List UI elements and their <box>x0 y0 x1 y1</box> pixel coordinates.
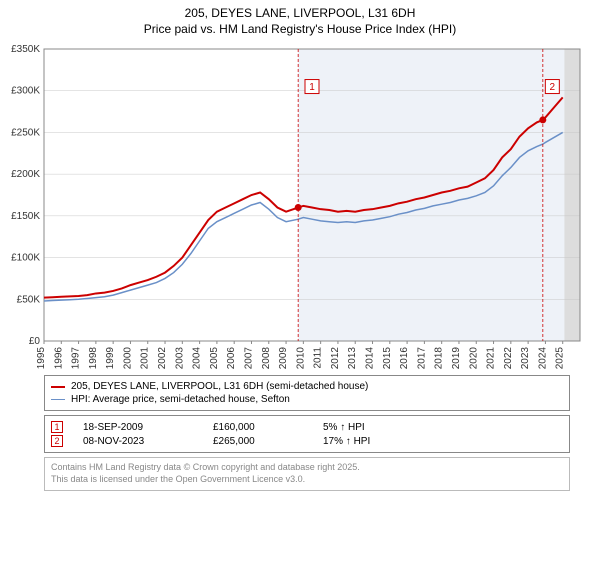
svg-text:2016: 2016 <box>399 347 410 370</box>
chart-title: 205, DEYES LANE, LIVERPOOL, L31 6DH Pric… <box>0 6 600 37</box>
legend-item: HPI: Average price, semi-detached house,… <box>51 393 563 406</box>
title-line2: Price paid vs. HM Land Registry's House … <box>144 22 456 36</box>
svg-text:1999: 1999 <box>105 347 116 370</box>
legend-item: 205, DEYES LANE, LIVERPOOL, L31 6DH (sem… <box>51 380 563 393</box>
svg-text:2018: 2018 <box>434 347 445 370</box>
svg-text:1997: 1997 <box>71 347 82 370</box>
marker-label-2: 2 <box>550 82 556 93</box>
annotation-price: £265,000 <box>213 436 303 447</box>
svg-text:2021: 2021 <box>486 347 497 370</box>
svg-text:2019: 2019 <box>451 347 462 370</box>
svg-text:2000: 2000 <box>122 347 133 370</box>
svg-text:2002: 2002 <box>157 347 168 370</box>
svg-text:£200K: £200K <box>11 169 40 180</box>
svg-text:2011: 2011 <box>313 347 324 369</box>
svg-text:2005: 2005 <box>209 347 220 370</box>
line-chart: £0 £50K £100K £150K £200K £250K £300K £350K 1995… <box>0 41 600 371</box>
title-line1: 205, DEYES LANE, LIVERPOOL, L31 6DH <box>185 6 416 20</box>
svg-text:2013: 2013 <box>347 347 358 370</box>
svg-text:2024: 2024 <box>537 347 548 370</box>
svg-text:2008: 2008 <box>261 347 272 370</box>
annotation-table: 1 18-SEP-2009 £160,000 5% ↑ HPI 2 08-NOV-2023… <box>44 415 570 453</box>
annotation-price: £160,000 <box>213 422 303 433</box>
annotation-date: 08-NOV-2023 <box>83 436 193 447</box>
svg-text:2015: 2015 <box>382 347 393 370</box>
svg-text:1995: 1995 <box>36 347 47 370</box>
legend: 205, DEYES LANE, LIVERPOOL, L31 6DH (sem… <box>44 375 570 411</box>
svg-text:2023: 2023 <box>520 347 531 370</box>
svg-text:2012: 2012 <box>330 347 341 370</box>
legend-swatch <box>51 399 65 400</box>
svg-text:£50K: £50K <box>17 294 41 305</box>
legend-label: HPI: Average price, semi-detached house,… <box>71 394 290 405</box>
svg-text:£100K: £100K <box>11 253 40 264</box>
svg-text:2001: 2001 <box>140 347 151 370</box>
svg-text:£250K: £250K <box>11 128 40 139</box>
credits: Contains HM Land Registry data © Crown c… <box>44 457 570 490</box>
svg-text:2009: 2009 <box>278 347 289 370</box>
svg-text:2007: 2007 <box>243 347 254 370</box>
svg-text:2003: 2003 <box>174 347 185 370</box>
svg-text:2014: 2014 <box>365 347 376 370</box>
svg-text:2017: 2017 <box>416 347 427 370</box>
credit-line2: This data is licensed under the Open Gov… <box>51 474 305 484</box>
svg-text:2010: 2010 <box>295 347 306 370</box>
annotation-row: 1 18-SEP-2009 £160,000 5% ↑ HPI <box>51 420 563 434</box>
chart-svg: £0 £50K £100K £150K £200K £250K £300K £350K 1995… <box>0 41 600 371</box>
credit-line1: Contains HM Land Registry data © Crown c… <box>51 462 360 472</box>
annotation-marker: 1 <box>51 421 63 433</box>
marker-label-1: 1 <box>309 82 315 93</box>
annotation-marker: 2 <box>51 435 63 447</box>
svg-text:2025: 2025 <box>555 347 566 370</box>
svg-text:£0: £0 <box>29 336 41 347</box>
svg-text:£300K: £300K <box>11 86 40 97</box>
svg-text:2022: 2022 <box>503 347 514 370</box>
annotation-date: 18-SEP-2009 <box>83 422 193 433</box>
svg-text:£150K: £150K <box>11 211 40 222</box>
svg-text:1996: 1996 <box>53 347 64 370</box>
annotation-change: 5% ↑ HPI <box>323 422 365 433</box>
svg-text:2004: 2004 <box>192 347 203 370</box>
legend-label: 205, DEYES LANE, LIVERPOOL, L31 6DH (sem… <box>71 381 368 392</box>
svg-text:2020: 2020 <box>468 347 479 370</box>
svg-text:£350K: £350K <box>11 44 40 55</box>
svg-text:1998: 1998 <box>88 347 99 370</box>
svg-text:2006: 2006 <box>226 347 237 370</box>
annotation-change: 17% ↑ HPI <box>323 436 370 447</box>
legend-swatch <box>51 386 65 388</box>
annotation-row: 2 08-NOV-2023 £265,000 17% ↑ HPI <box>51 434 563 448</box>
